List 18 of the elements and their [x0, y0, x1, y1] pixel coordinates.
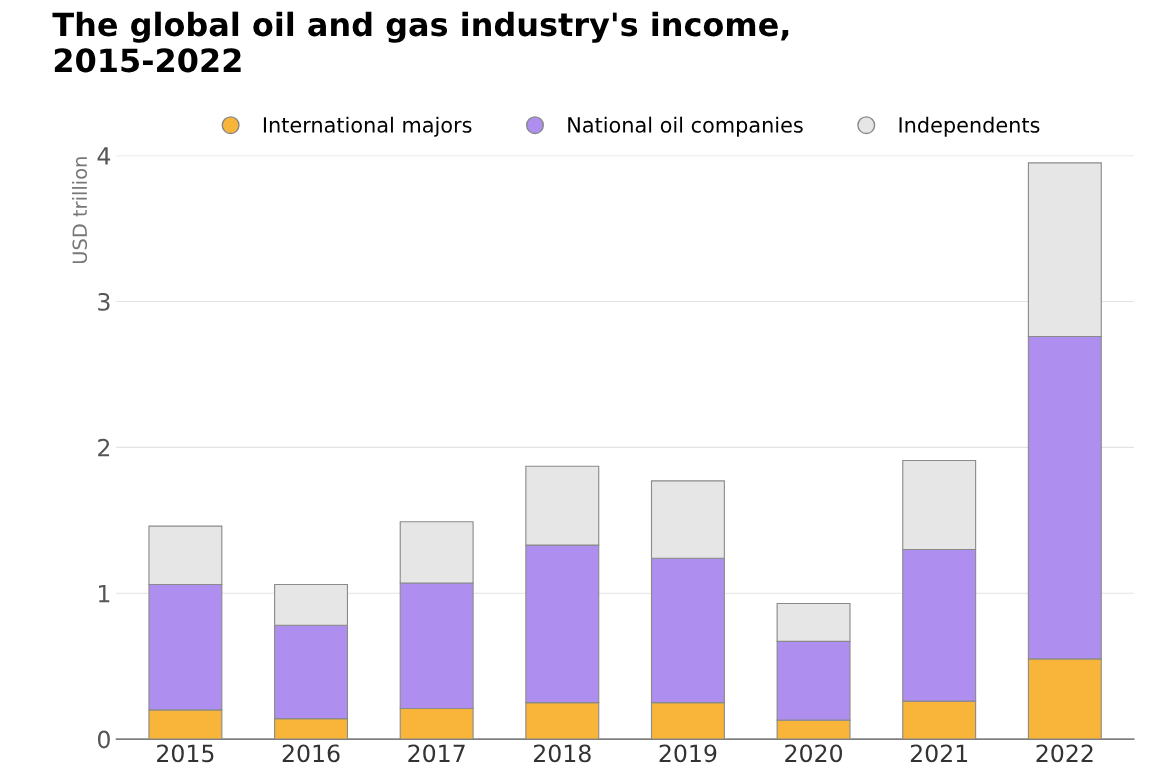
y-tick-label: 3	[98, 292, 110, 311]
legend-label: Independents	[899, 116, 1040, 137]
y-tick-label: 0	[97, 730, 110, 749]
legend-label: National oil companies	[568, 116, 803, 137]
x-tick-label: 2016	[282, 744, 340, 763]
x-tick-label: 2015	[157, 744, 214, 763]
y-tick-label: 1	[99, 584, 110, 603]
x-tick-label: 2020	[785, 744, 843, 763]
chart-title: The global oil and gas industry's income, 2015-2022	[52, 11, 789, 73]
y-tick-label: 2	[98, 438, 110, 457]
x-tick-label: 2022	[1036, 744, 1093, 763]
x-tick-label: 2019	[659, 744, 717, 763]
y-tick-label: 4	[97, 147, 111, 165]
x-tick-label: 2021	[910, 744, 968, 763]
x-tick-label: 2018	[533, 744, 591, 763]
y-axis-title: USD trillion	[72, 157, 88, 264]
legend-label: International majors	[263, 116, 472, 137]
x-tick-label: 2017	[408, 744, 465, 763]
